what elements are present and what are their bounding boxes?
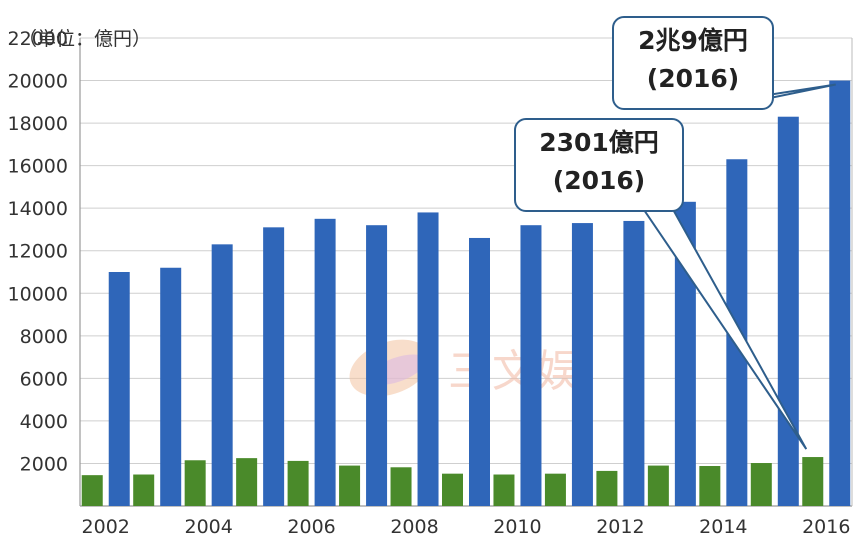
bar-blue bbox=[520, 225, 542, 506]
bar-blue bbox=[366, 225, 388, 506]
callout-green-line1: 2301億円 bbox=[539, 128, 659, 157]
bar-green bbox=[133, 474, 155, 506]
bar-blue bbox=[571, 223, 593, 506]
watermark-text: 三文娱 bbox=[448, 346, 580, 397]
bar-green bbox=[81, 475, 103, 506]
x-tick-label: 2014 bbox=[699, 516, 747, 538]
y-tick-label: 6000 bbox=[20, 368, 68, 390]
y-tick-label: 22000 bbox=[8, 28, 68, 50]
callout-green-line2: (2016) bbox=[552, 166, 646, 195]
y-tick-label: 16000 bbox=[8, 156, 68, 178]
y-tick-label: 20000 bbox=[8, 71, 68, 93]
bar-blue bbox=[314, 218, 336, 506]
x-tick-label: 2008 bbox=[390, 516, 438, 538]
bar-blue bbox=[263, 227, 285, 506]
y-tick-label: 2000 bbox=[20, 453, 68, 475]
bar-green bbox=[647, 465, 669, 506]
y-tick-label: 18000 bbox=[8, 113, 68, 135]
bar-blue bbox=[108, 272, 130, 506]
bar-green bbox=[544, 473, 566, 506]
bar-green bbox=[750, 463, 772, 506]
bar-blue bbox=[623, 220, 645, 507]
x-tick-label: 2006 bbox=[287, 516, 335, 538]
callout-total-line2: (2016) bbox=[646, 64, 740, 93]
y-tick-label: 4000 bbox=[20, 411, 68, 433]
y-tick-label: 12000 bbox=[8, 241, 68, 263]
bar-green bbox=[390, 467, 412, 506]
callout-total-line1: 2兆9億円 bbox=[638, 26, 748, 55]
bar-green bbox=[442, 473, 463, 506]
callout-total: 2兆9億円 (2016) bbox=[612, 16, 774, 110]
callout-green: 2301億円 (2016) bbox=[514, 118, 684, 212]
x-tick-label: 2016 bbox=[802, 516, 850, 538]
bar-green bbox=[802, 457, 824, 506]
bar-blue bbox=[417, 212, 439, 506]
bar-green bbox=[339, 465, 361, 506]
bar-blue bbox=[469, 237, 490, 507]
bar-blue bbox=[777, 116, 799, 506]
unit-label: （単位：億円） bbox=[18, 28, 152, 50]
y-tick-label: 10000 bbox=[8, 283, 68, 305]
x-tick-label: 2010 bbox=[493, 516, 541, 538]
bar-green bbox=[236, 458, 258, 506]
bar-green bbox=[596, 470, 618, 506]
bar-blue bbox=[211, 244, 233, 506]
bar-green bbox=[493, 474, 515, 506]
y-tick-label: 14000 bbox=[8, 198, 68, 220]
x-tick-label: 2004 bbox=[184, 516, 232, 538]
bar-green bbox=[287, 460, 309, 506]
bar-blue bbox=[829, 80, 851, 506]
bar-blue bbox=[160, 267, 182, 506]
bar-green bbox=[699, 466, 721, 506]
bar-green bbox=[184, 460, 206, 506]
x-tick-label: 2002 bbox=[82, 516, 130, 538]
y-tick-label: 8000 bbox=[20, 326, 68, 348]
x-tick-label: 2012 bbox=[596, 516, 644, 538]
